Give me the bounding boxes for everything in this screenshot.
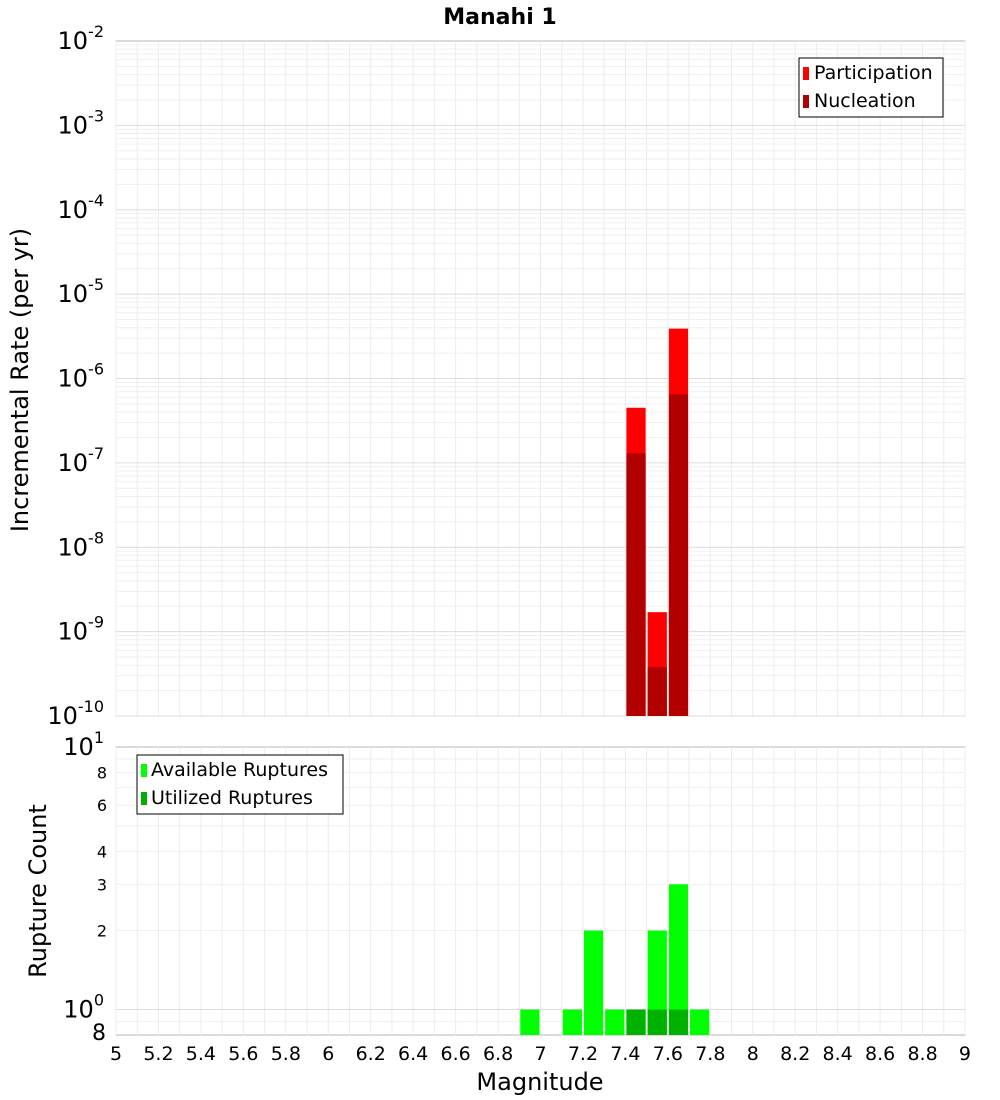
top-y-axis-label: Incremental Rate (per yr) [6,228,34,532]
y-tick-label: 10-6 [58,360,105,393]
top-legend: Participation Nucleation [798,57,944,118]
y-tick-label: 2 [97,922,107,941]
x-tick-label: 7.4 [610,1043,640,1065]
x-tick-label: 6.8 [483,1043,513,1065]
x-tick-label: 7 [534,1043,546,1065]
x-tick-label: 6.6 [440,1043,470,1065]
bottom-legend-box [136,754,344,815]
y-tick-label: 3 [97,875,107,894]
x-tick-label: 6.2 [356,1043,386,1065]
y-tick-label: 10-3 [58,106,105,139]
available-bar [583,930,604,1035]
y-tick-label: 10-10 [47,697,104,730]
available-bar [520,1009,540,1035]
x-tick-label: 6 [322,1043,334,1065]
legend-label-available: Available Ruptures [151,759,328,781]
available-bar [647,930,667,1035]
utilized-bar [668,1009,689,1035]
legend-swatch-participation [803,67,809,80]
x-tick-label: 7.8 [695,1043,725,1065]
x-tick-label: 8.2 [780,1043,810,1065]
y-tick-label: 6 [97,796,107,815]
y-tick-label: 8 [97,763,107,782]
utilized-bar [626,1009,646,1035]
y-tick-label: 100 [63,991,104,1024]
top-y-ticks: 10-2 10-3 10-4 10-5 10-6 10-7 10-8 10-9 10-10 [47,22,104,730]
x-tick-label: 8.4 [823,1043,853,1065]
bottom-bars [520,884,710,1035]
top-grid [115,41,966,717]
bottom-legend: Available Ruptures Utilized Ruptures [136,754,344,815]
y-tick-label: 4 [97,842,107,861]
legend-swatch-available [141,764,147,777]
x-tick-label: 5.8 [271,1043,301,1065]
x-tick-label: 8 [747,1043,759,1065]
legend-label-utilized: Utilized Ruptures [151,787,313,809]
x-ticks: 5 5.2 5.4 5.6 5.8 6 6.2 6.4 6.6 6.8 7 7.2 7.4 7.6 7.8 8… [110,1043,971,1065]
x-tick-label: 5.6 [228,1043,258,1065]
x-tick-label: 8.6 [865,1043,895,1065]
y-tick-label: 10-5 [58,275,105,308]
y-tick-label: 10-8 [58,528,105,561]
top-bars [626,328,689,716]
y-tick-label: 10-7 [58,444,105,477]
y-tick-label: 10-9 [58,613,105,646]
x-tick-label: 5 [110,1043,122,1065]
y-tick-label: 8 [92,1021,106,1046]
available-bar [690,1009,710,1035]
utilized-bar [647,1009,667,1035]
x-tick-label: 7.6 [653,1043,683,1065]
x-tick-label: 5.2 [143,1043,173,1065]
available-bar [562,1009,582,1035]
legend-swatch-utilized [141,792,147,805]
x-tick-label: 6.4 [398,1043,428,1065]
nucleation-bar [626,453,646,716]
available-bar [605,1009,625,1035]
chart-title: Manahi 1 [443,5,556,30]
legend-label-participation: Participation [814,62,933,84]
bottom-y-axis-label: Rupture Count [24,804,52,978]
x-tick-label: 7.2 [568,1043,598,1065]
legend-swatch-nucleation [803,95,809,108]
top-legend-box [798,57,944,118]
top-plot: 10-2 10-3 10-4 10-5 10-6 10-7 10-8 10-9 10-10 In… [6,22,966,730]
y-tick-label: 10-2 [58,22,105,55]
x-axis-label: Magnitude [476,1068,603,1096]
x-tick-label: 8.8 [907,1043,937,1065]
nucleation-bar [647,667,667,716]
x-tick-label: 5.4 [186,1043,216,1065]
y-tick-label: 101 [63,728,104,761]
y-tick-label: 10-4 [58,191,105,224]
nucleation-bar [668,394,689,716]
available-bar [668,884,689,1035]
legend-label-nucleation: Nucleation [814,90,916,112]
x-tick-label: 9 [959,1043,971,1065]
